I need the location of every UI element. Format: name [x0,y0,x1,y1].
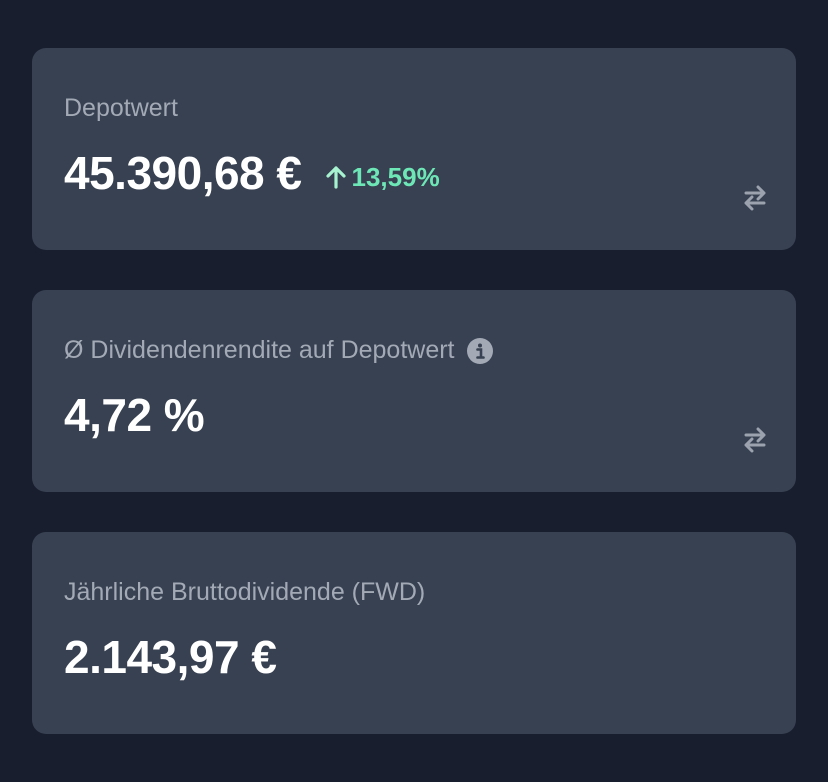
swap-arrows-icon[interactable] [742,184,768,212]
swap-arrows-icon[interactable] [742,426,768,454]
info-icon[interactable] [466,337,493,364]
annual-dividend-value: 2.143,97 € [64,631,277,683]
depotwert-card: Depotwert 45.390,68 € 13,59% [32,48,796,250]
card-label: Jährliche Bruttodividende (FWD) [64,578,426,606]
change-value: 13,59% [351,161,440,192]
arrow-up-icon [325,166,346,189]
card-label: Ø Dividendenrendite auf Depotwert [64,336,455,364]
dividend-yield-card: Ø Dividendenrendite auf Depotwert 4,72 % [32,290,796,492]
depotwert-value: 45.390,68 € [64,147,302,199]
annual-dividend-card: Jährliche Bruttodividende (FWD) 2.143,97… [32,532,796,734]
change-badge: 13,59% [325,161,440,193]
dividend-yield-value: 4,72 % [64,389,205,441]
card-label: Depotwert [64,94,178,122]
